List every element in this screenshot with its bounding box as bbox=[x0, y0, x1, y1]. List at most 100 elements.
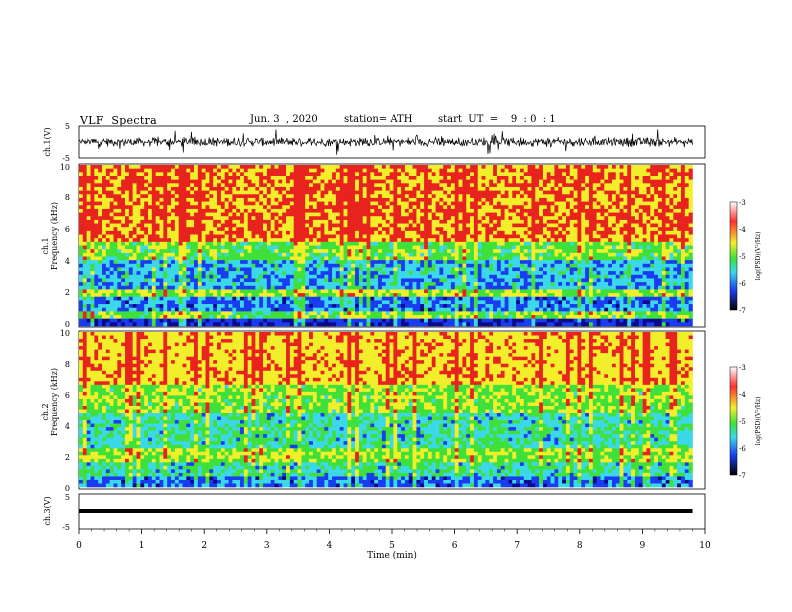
spectrogram-cell bbox=[82, 271, 87, 276]
spectrogram-cell bbox=[420, 271, 425, 276]
spectrogram-cell bbox=[178, 186, 183, 191]
spectrogram-cell bbox=[121, 263, 126, 268]
spectrogram-cell bbox=[473, 256, 479, 261]
spectrogram-cell bbox=[408, 179, 413, 184]
spectrogram-cell bbox=[178, 230, 183, 235]
spectrogram-cell bbox=[458, 322, 463, 327]
spectrogram-cell bbox=[366, 249, 371, 254]
spectrogram-cell bbox=[435, 260, 440, 265]
spectrogram-cell bbox=[339, 311, 344, 316]
spectrogram-cell bbox=[236, 223, 241, 228]
spectrogram-cell bbox=[496, 260, 502, 265]
spectrogram-cell bbox=[439, 304, 444, 309]
spectrogram-cell bbox=[397, 282, 402, 287]
spectrogram-cell bbox=[171, 252, 176, 257]
spectrogram-cell bbox=[102, 271, 107, 276]
spectrogram-cell bbox=[362, 175, 367, 180]
spectrogram-cell bbox=[213, 168, 218, 173]
spectrogram-cell bbox=[174, 241, 179, 246]
spectrogram-cell bbox=[217, 186, 222, 191]
spectrogram-cell bbox=[159, 168, 164, 173]
spectrogram-cell bbox=[389, 219, 394, 224]
spectrogram-cell bbox=[98, 282, 103, 287]
spectrogram-cell bbox=[247, 278, 252, 283]
spectrogram-cell bbox=[366, 285, 371, 290]
spectrogram-cell bbox=[125, 223, 130, 228]
spectrogram-cell bbox=[424, 238, 429, 243]
spectrogram-cell bbox=[347, 311, 352, 316]
spectrogram-cell bbox=[370, 219, 375, 224]
spectrogram-cell bbox=[125, 234, 130, 239]
spectrogram-cell bbox=[378, 205, 383, 210]
spectrogram-cell bbox=[240, 227, 245, 232]
spectrogram-cell bbox=[201, 271, 206, 276]
spectrogram-cell bbox=[477, 322, 482, 327]
spectrogram-cell bbox=[412, 260, 417, 265]
spectrogram-cell bbox=[466, 241, 471, 246]
spectrogram-cell bbox=[240, 282, 245, 287]
spectrogram-cell bbox=[362, 227, 367, 232]
spectrogram-cell bbox=[220, 271, 225, 276]
spectrogram-cell bbox=[171, 208, 176, 213]
spectrogram-cell bbox=[289, 168, 295, 173]
spectrogram-cell bbox=[309, 300, 314, 305]
spectrogram-cell bbox=[159, 230, 164, 235]
spectrogram-cell bbox=[481, 179, 486, 184]
spectrogram-cell bbox=[278, 271, 283, 276]
spectrogram-cell bbox=[236, 227, 241, 232]
spectrogram-cell bbox=[98, 252, 103, 257]
spectrogram-cell bbox=[289, 300, 295, 305]
spectrogram-cell bbox=[132, 179, 137, 184]
spectrogram-cell bbox=[493, 293, 498, 298]
spectrogram-cell bbox=[301, 263, 306, 268]
spectrogram-cell bbox=[266, 278, 272, 283]
spectrogram-cell bbox=[178, 318, 183, 323]
spectrogram-cell bbox=[82, 219, 87, 224]
spectrogram-cell bbox=[186, 318, 191, 323]
spectrogram-cell bbox=[500, 267, 505, 272]
spectrogram-cell bbox=[293, 172, 298, 177]
spectrogram-cell bbox=[140, 190, 145, 195]
spectrogram-cell bbox=[508, 315, 513, 319]
spectrogram-cell bbox=[481, 172, 486, 177]
spectrogram-cell bbox=[466, 168, 471, 173]
spectrogram-cell bbox=[194, 307, 199, 312]
spectrogram-cell bbox=[458, 208, 463, 213]
spectrogram-cell bbox=[393, 208, 398, 213]
spectrogram-cell bbox=[163, 304, 168, 309]
spectrogram-cell bbox=[339, 223, 344, 228]
spectrogram-cell bbox=[493, 252, 498, 257]
spectrogram-cell bbox=[163, 183, 168, 188]
spectrogram-cell bbox=[462, 212, 467, 217]
spectrogram-cell bbox=[194, 238, 199, 243]
spectrogram-cell bbox=[481, 271, 486, 276]
spectrogram-cell bbox=[243, 318, 248, 323]
spectrogram-cell bbox=[136, 234, 141, 239]
spectrogram-cell bbox=[420, 289, 425, 294]
spectrogram-cell bbox=[205, 278, 210, 283]
spectrogram-cell bbox=[309, 249, 314, 254]
spectrogram-cell bbox=[439, 230, 444, 235]
spectrogram-cell bbox=[255, 245, 260, 250]
spectrogram-cell bbox=[324, 282, 329, 287]
spectrogram-cell bbox=[140, 307, 145, 312]
spectrogram-cell bbox=[259, 260, 264, 265]
spectrogram-cell bbox=[102, 285, 107, 290]
spectrogram-cell bbox=[309, 311, 314, 316]
spectrogram-cell bbox=[328, 256, 333, 261]
spectrogram-cell bbox=[190, 216, 195, 221]
spectrogram-cell bbox=[186, 278, 191, 283]
spectrogram-cell bbox=[140, 194, 145, 199]
spectrogram-cell bbox=[182, 241, 187, 246]
spectrogram-cell bbox=[228, 227, 233, 232]
spectrogram-cell bbox=[159, 304, 164, 309]
spectrogram-cell bbox=[335, 296, 341, 301]
spectrogram-cell bbox=[366, 300, 371, 305]
spectrogram-cell bbox=[485, 274, 490, 279]
spectrogram-cell bbox=[171, 172, 176, 177]
spectrogram-cell bbox=[186, 227, 191, 232]
spectrogram-cell bbox=[102, 245, 107, 250]
spectrogram-cell bbox=[217, 285, 222, 290]
spectrogram-cell bbox=[439, 267, 444, 272]
spectrogram-cell bbox=[259, 249, 264, 254]
